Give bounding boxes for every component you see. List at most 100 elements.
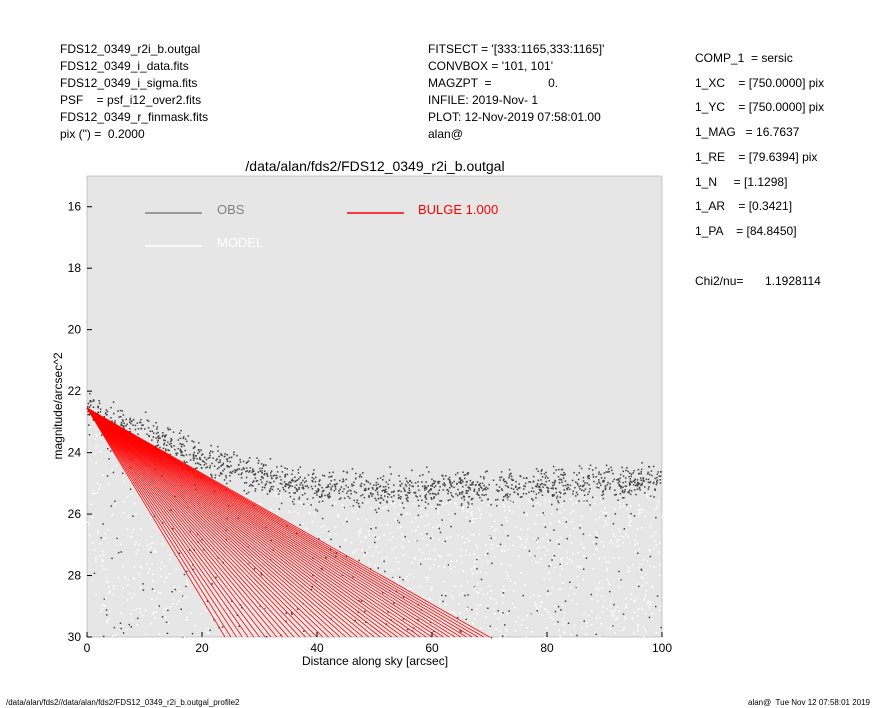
obs-point xyxy=(478,487,480,490)
y-tick-label: 22 xyxy=(68,384,82,398)
obs-point xyxy=(560,609,562,611)
obs-point xyxy=(437,481,439,484)
obs-point xyxy=(375,487,378,490)
obs-point xyxy=(582,480,585,482)
obs-point xyxy=(342,480,345,482)
model-point xyxy=(624,618,627,620)
model-point xyxy=(602,545,605,548)
obs-point xyxy=(179,448,182,451)
model-point xyxy=(105,581,108,583)
obs-point xyxy=(480,486,482,488)
bulge-line xyxy=(86,407,398,638)
obs-point xyxy=(437,482,440,485)
obs-point xyxy=(114,420,116,422)
obs-point xyxy=(249,483,252,486)
obs-point xyxy=(333,479,336,481)
model-point xyxy=(618,502,621,505)
model-point xyxy=(570,586,572,589)
obs-point xyxy=(259,605,261,607)
model-point xyxy=(570,634,572,636)
obs-point xyxy=(221,454,223,457)
obs-point xyxy=(265,636,268,638)
model-point xyxy=(391,548,393,550)
obs-point xyxy=(508,475,511,477)
model-point xyxy=(520,537,522,540)
obs-point xyxy=(437,493,440,495)
model-point xyxy=(102,560,104,562)
obs-point xyxy=(97,405,99,408)
obs-point xyxy=(407,491,409,494)
model-point xyxy=(125,464,128,467)
bulge-line xyxy=(86,407,364,638)
model-point xyxy=(487,560,489,563)
obs-point xyxy=(243,482,246,484)
obs-point xyxy=(228,466,230,468)
obs-point xyxy=(358,559,360,562)
model-point xyxy=(561,567,563,570)
model-point xyxy=(263,629,266,631)
model-point xyxy=(542,537,544,540)
model-point xyxy=(164,607,166,610)
model-point xyxy=(586,625,588,628)
obs-point xyxy=(254,473,257,475)
obs-point xyxy=(164,434,166,437)
obs-point xyxy=(484,471,487,473)
model-point xyxy=(160,562,163,564)
model-point xyxy=(195,560,198,563)
model-point xyxy=(259,503,261,505)
obs-point xyxy=(566,487,568,490)
model-point xyxy=(394,502,396,505)
obs-point xyxy=(459,482,462,484)
header-sigma-file: FDS12_0349_i_sigma.fits xyxy=(60,76,198,90)
obs-point xyxy=(360,495,362,497)
obs-point xyxy=(540,470,543,472)
model-point xyxy=(466,608,468,611)
obs-point xyxy=(116,537,118,539)
obs-point xyxy=(595,476,597,478)
obs-point xyxy=(220,465,222,467)
bulge-line xyxy=(86,407,324,638)
obs-point xyxy=(625,503,628,506)
bulge-line xyxy=(86,407,427,638)
obs-point xyxy=(266,474,268,476)
model-point xyxy=(151,536,153,538)
obs-point xyxy=(652,465,655,468)
obs-point xyxy=(245,467,248,469)
obs-point xyxy=(296,532,298,535)
model-point xyxy=(295,587,297,590)
obs-point xyxy=(236,454,238,457)
obs-point xyxy=(87,413,89,416)
obs-point xyxy=(165,434,167,436)
model-point xyxy=(494,612,496,615)
model-point xyxy=(395,616,397,618)
model-point xyxy=(129,469,131,471)
model-point xyxy=(543,546,546,548)
obs-point xyxy=(132,424,134,426)
model-point xyxy=(342,573,344,576)
model-point xyxy=(653,547,655,549)
model-point xyxy=(644,596,647,599)
model-point xyxy=(220,597,223,599)
obs-point xyxy=(203,464,206,466)
obs-point xyxy=(640,569,643,572)
obs-point xyxy=(564,492,567,494)
obs-point xyxy=(568,488,571,491)
obs-point xyxy=(174,588,176,591)
model-point xyxy=(294,606,296,608)
obs-point xyxy=(456,494,459,497)
obs-point xyxy=(535,493,538,495)
model-point xyxy=(452,597,454,599)
obs-point xyxy=(296,489,298,491)
model-point xyxy=(612,557,615,559)
model-point xyxy=(90,503,92,506)
obs-point xyxy=(509,473,511,475)
model-point xyxy=(104,532,106,535)
obs-point xyxy=(414,482,417,484)
obs-point xyxy=(459,630,461,632)
model-point xyxy=(299,538,301,541)
model-point xyxy=(500,550,503,553)
obs-point xyxy=(522,594,524,597)
model-point xyxy=(228,531,230,534)
obs-point xyxy=(417,485,419,487)
model-point xyxy=(420,533,422,535)
